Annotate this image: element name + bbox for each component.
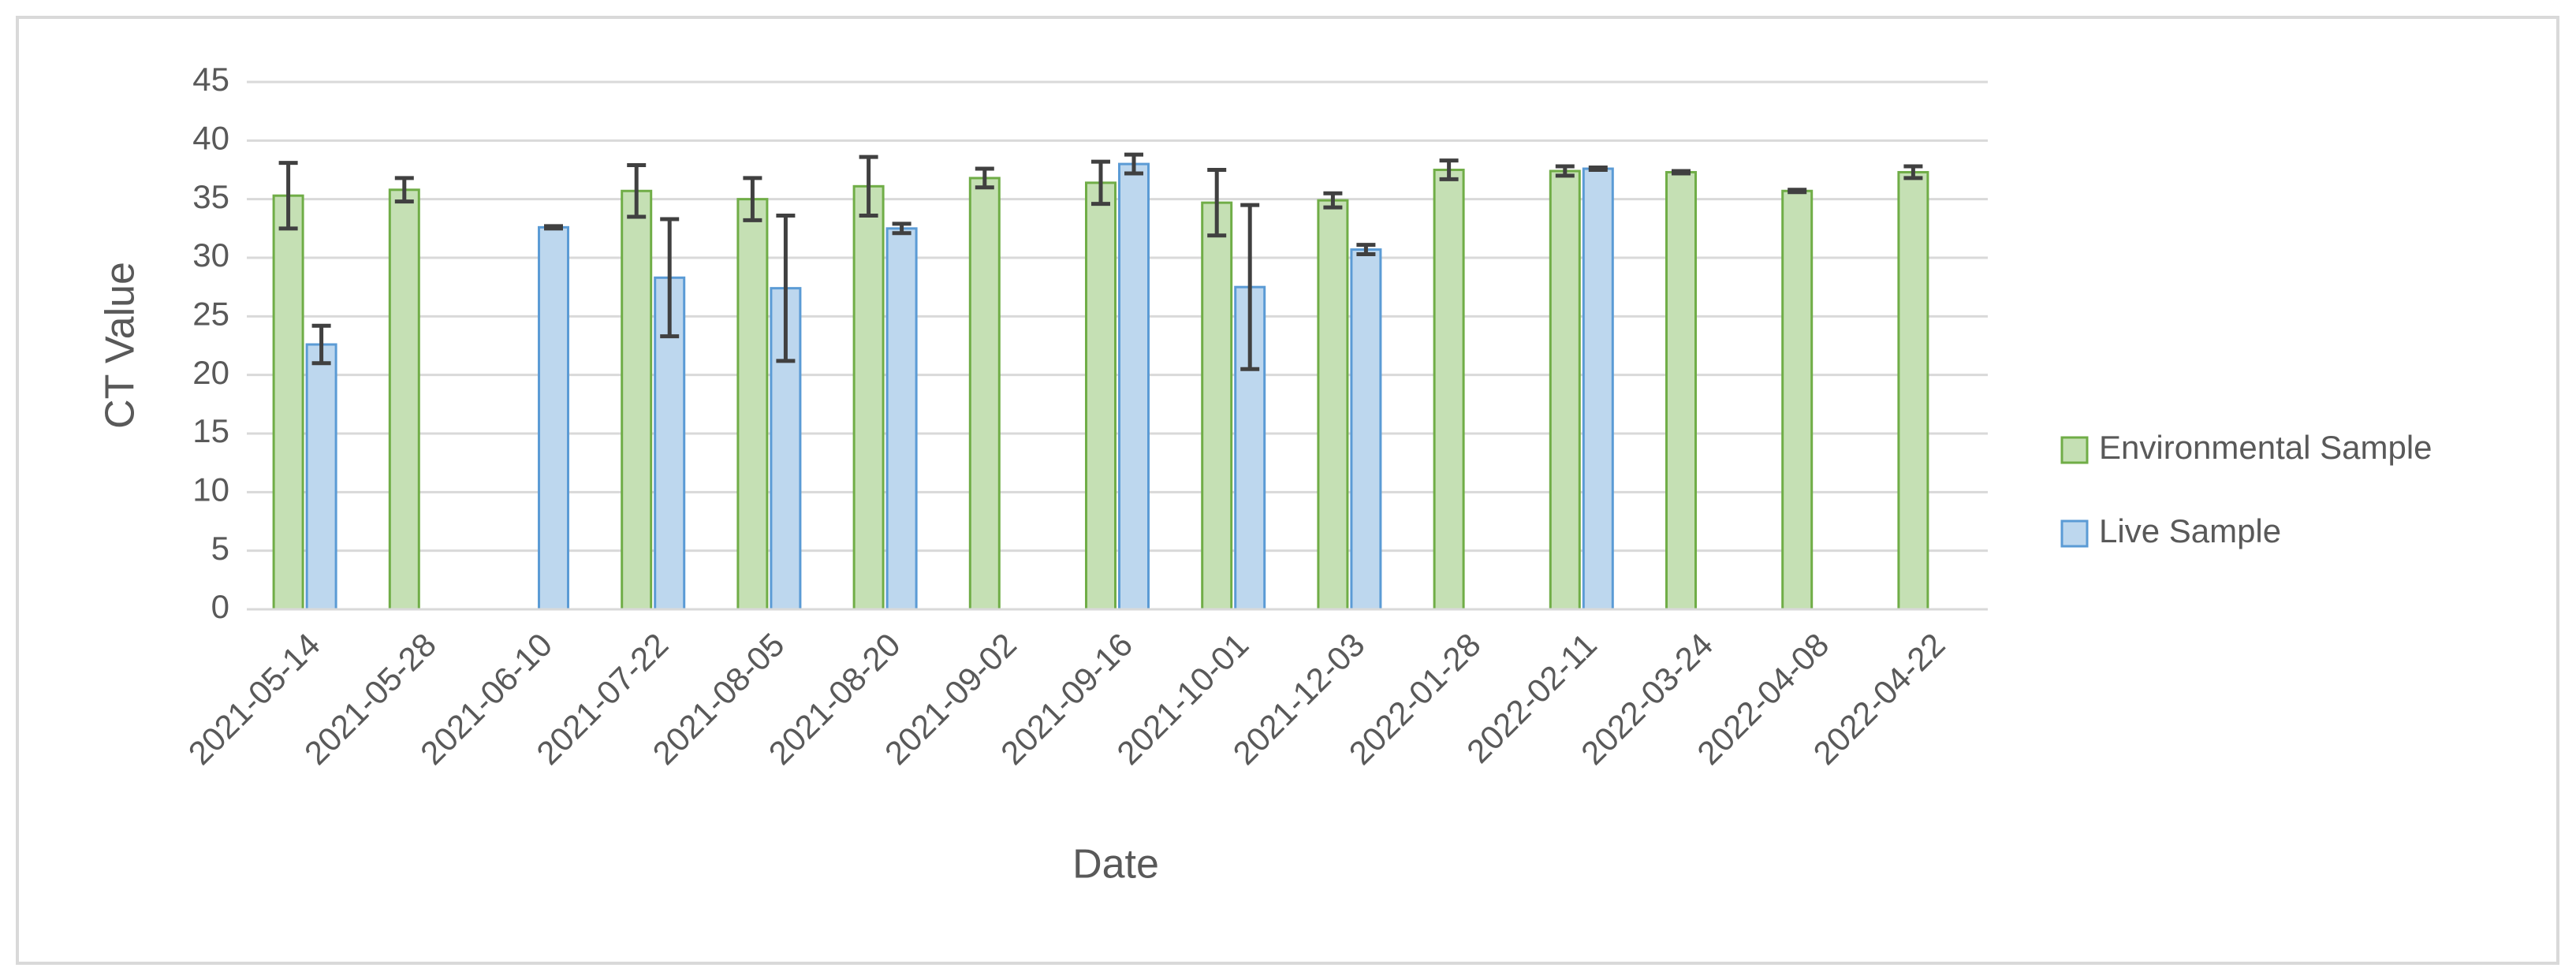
y-tick-label: 5 <box>211 530 229 567</box>
bar <box>388 188 420 611</box>
y-tick-label: 25 <box>192 295 229 332</box>
bar <box>272 194 304 611</box>
bar <box>1549 169 1581 611</box>
bar <box>1897 170 1929 611</box>
y-tick-label: 40 <box>192 119 229 156</box>
legend-swatch <box>2060 519 2089 548</box>
x-axis-title: Date <box>1072 842 1159 888</box>
bar <box>1781 189 1814 611</box>
bar <box>968 177 1001 611</box>
y-tick-label: 30 <box>192 236 229 274</box>
bar <box>1201 201 1233 611</box>
y-tick-label: 35 <box>192 178 229 215</box>
bar <box>852 184 885 611</box>
y-tick-label: 0 <box>211 588 229 625</box>
bar <box>1317 199 1349 611</box>
legend-label: Live Sample <box>2099 512 2281 549</box>
y-axis-title: CT Value <box>98 262 144 429</box>
bar <box>736 198 769 611</box>
bar <box>1350 248 1382 611</box>
bar <box>1085 181 1117 611</box>
legend-label: Environmental Sample <box>2099 429 2432 466</box>
y-tick-label: 10 <box>192 471 229 508</box>
y-tick-label: 20 <box>192 354 229 391</box>
bar <box>1582 167 1614 611</box>
bar <box>885 227 918 611</box>
bar <box>538 225 569 611</box>
bar <box>305 343 337 611</box>
y-tick-label: 15 <box>192 412 229 449</box>
y-tick-label: 45 <box>192 61 229 98</box>
bar <box>1665 170 1697 611</box>
bar <box>1433 169 1465 611</box>
bar <box>621 189 653 611</box>
bar <box>1118 162 1150 611</box>
chart-border <box>16 16 2559 965</box>
legend-swatch <box>2060 436 2089 464</box>
